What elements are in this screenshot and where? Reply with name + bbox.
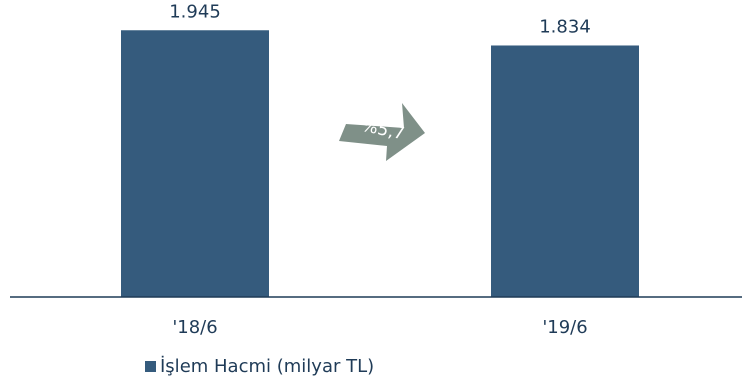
legend: İşlem Hacmi (milyar TL) (145, 356, 374, 377)
legend-label: İşlem Hacmi (milyar TL) (160, 356, 375, 377)
change-arrow: %5,7 (339, 103, 425, 161)
bar-1 (491, 45, 639, 298)
x-tick-label-0: '18/6 (172, 317, 217, 338)
legend-swatch (145, 361, 156, 372)
change-arrow-shape (339, 103, 425, 161)
x-tick-labels-group: '18/6 '19/6 (172, 317, 587, 338)
value-label-0: 1.945 (169, 1, 221, 22)
x-tick-label-1: '19/6 (542, 317, 587, 338)
value-labels-group: 1.945 1.834 (169, 1, 591, 37)
bar-0 (121, 30, 269, 298)
bars-group (121, 30, 639, 298)
value-label-1: 1.834 (539, 16, 591, 37)
